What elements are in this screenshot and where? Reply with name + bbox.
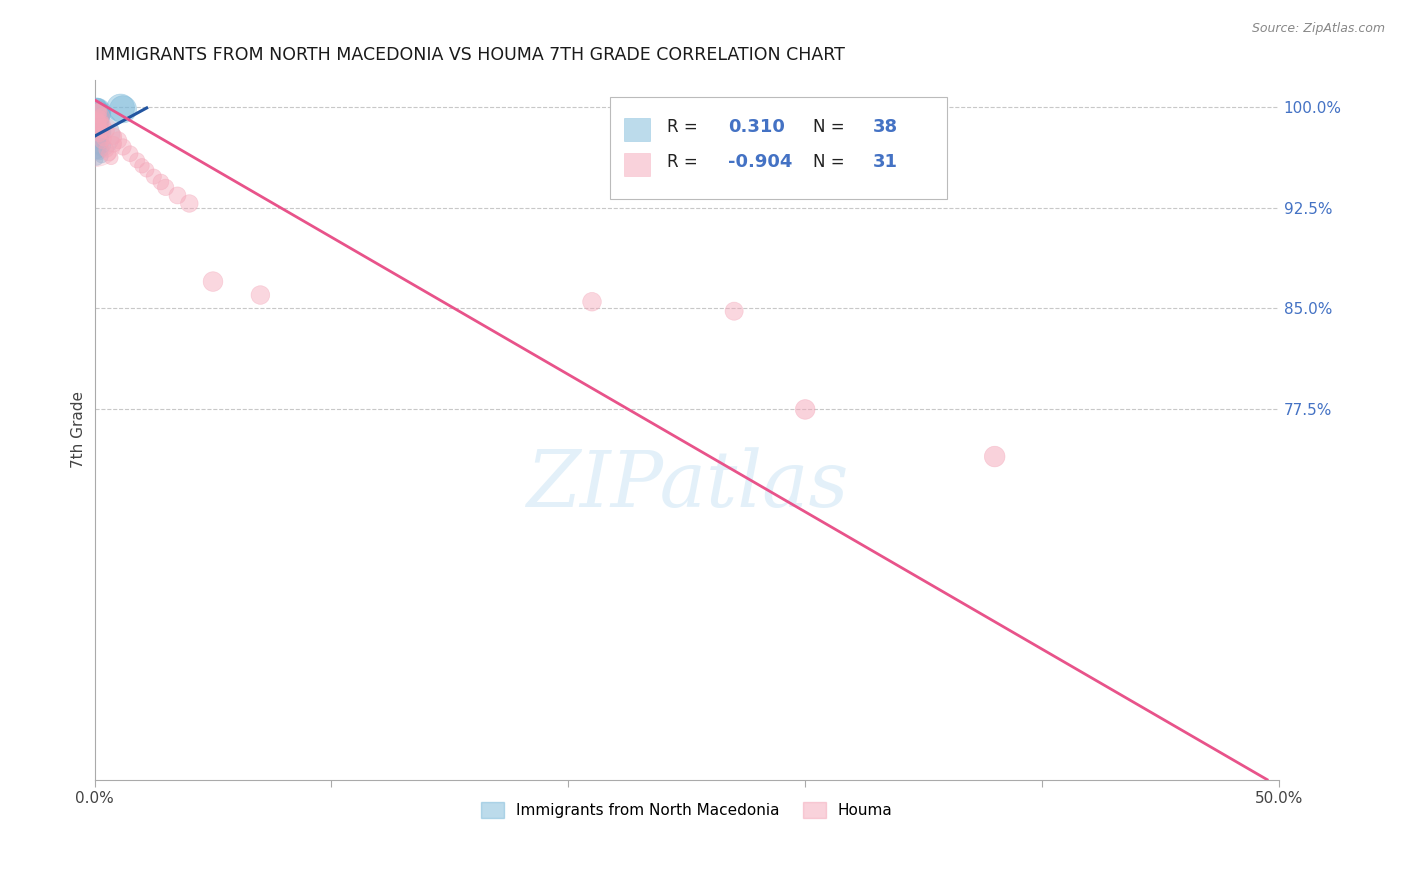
Point bbox=[794, 402, 817, 417]
Point bbox=[89, 133, 111, 147]
Text: 0.310: 0.310 bbox=[728, 118, 785, 136]
Point bbox=[89, 120, 111, 134]
Point bbox=[149, 175, 172, 189]
Point bbox=[90, 108, 112, 122]
Point bbox=[93, 132, 115, 146]
Point bbox=[135, 162, 157, 177]
Point bbox=[103, 129, 125, 144]
Legend: Immigrants from North Macedonia, Houma: Immigrants from North Macedonia, Houma bbox=[475, 797, 898, 824]
Point bbox=[89, 103, 111, 117]
Point bbox=[155, 180, 177, 194]
Bar bbox=[624, 153, 650, 176]
Point bbox=[93, 119, 115, 133]
Point bbox=[90, 143, 112, 157]
Point bbox=[89, 103, 111, 118]
Point bbox=[90, 116, 112, 130]
Point bbox=[97, 146, 120, 161]
Point bbox=[90, 124, 112, 138]
Point bbox=[90, 124, 112, 138]
Point bbox=[723, 304, 745, 318]
Text: R =: R = bbox=[666, 118, 703, 136]
Point bbox=[90, 135, 112, 149]
Text: N =: N = bbox=[814, 153, 851, 170]
Point bbox=[107, 133, 129, 147]
Point bbox=[86, 129, 108, 144]
Point bbox=[86, 152, 108, 166]
Point bbox=[96, 124, 118, 138]
Point bbox=[90, 103, 112, 118]
Point bbox=[581, 294, 603, 309]
Point bbox=[120, 146, 142, 161]
Point bbox=[103, 137, 125, 152]
Bar bbox=[624, 118, 650, 141]
Point bbox=[89, 106, 111, 120]
Point bbox=[83, 127, 105, 141]
Text: R =: R = bbox=[666, 153, 703, 170]
Text: Source: ZipAtlas.com: Source: ZipAtlas.com bbox=[1251, 22, 1385, 36]
Point bbox=[89, 112, 111, 126]
Text: N =: N = bbox=[814, 118, 851, 136]
Point bbox=[89, 128, 111, 142]
Text: IMMIGRANTS FROM NORTH MACEDONIA VS HOUMA 7TH GRADE CORRELATION CHART: IMMIGRANTS FROM NORTH MACEDONIA VS HOUMA… bbox=[94, 46, 845, 64]
Point bbox=[86, 103, 108, 118]
Text: -0.904: -0.904 bbox=[728, 153, 793, 170]
Y-axis label: 7th Grade: 7th Grade bbox=[72, 391, 86, 468]
Point bbox=[89, 146, 111, 161]
Point bbox=[111, 103, 134, 117]
Point bbox=[86, 106, 108, 120]
Point bbox=[83, 133, 105, 147]
Point bbox=[110, 101, 132, 115]
Point bbox=[89, 105, 111, 120]
Point bbox=[89, 128, 111, 142]
Point bbox=[86, 135, 108, 149]
Point bbox=[89, 112, 111, 126]
Point bbox=[90, 116, 112, 130]
Point bbox=[86, 120, 108, 134]
Point bbox=[142, 169, 165, 184]
Point bbox=[86, 114, 108, 128]
Point bbox=[89, 120, 111, 134]
Point bbox=[86, 109, 108, 123]
Point bbox=[86, 113, 108, 128]
Point bbox=[86, 111, 108, 125]
Text: ZIPatlas: ZIPatlas bbox=[526, 448, 848, 524]
Point bbox=[179, 196, 201, 211]
Point bbox=[90, 132, 112, 146]
Point bbox=[96, 143, 118, 157]
Point bbox=[89, 114, 111, 128]
Point bbox=[131, 159, 153, 173]
Text: 31: 31 bbox=[873, 153, 897, 170]
Point bbox=[90, 149, 112, 163]
Point bbox=[201, 275, 224, 289]
Point bbox=[86, 105, 108, 120]
Text: 38: 38 bbox=[873, 118, 898, 136]
Point bbox=[89, 109, 111, 123]
Point bbox=[89, 119, 111, 133]
Point bbox=[90, 109, 112, 123]
Point bbox=[90, 136, 112, 150]
Point bbox=[89, 121, 111, 136]
Point bbox=[100, 151, 122, 165]
Point bbox=[86, 127, 108, 141]
Point bbox=[89, 140, 111, 154]
FancyBboxPatch shape bbox=[610, 97, 948, 199]
Point bbox=[93, 125, 115, 139]
Point bbox=[983, 450, 1005, 464]
Point bbox=[127, 153, 149, 168]
Point bbox=[89, 130, 111, 145]
Point bbox=[86, 145, 108, 160]
Point bbox=[249, 288, 271, 302]
Point bbox=[86, 101, 108, 115]
Point bbox=[111, 140, 134, 154]
Point bbox=[86, 103, 108, 117]
Point bbox=[166, 188, 188, 202]
Point bbox=[86, 117, 108, 131]
Point bbox=[93, 138, 115, 153]
